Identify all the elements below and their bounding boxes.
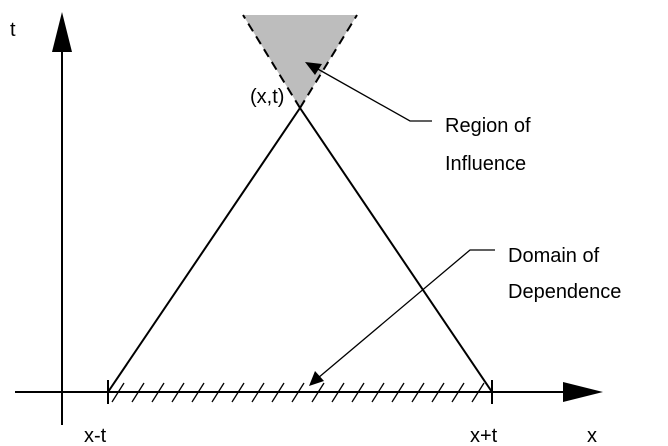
influence-edge bbox=[242, 14, 301, 109]
hatch-line bbox=[371, 382, 385, 403]
hatch-line bbox=[391, 382, 405, 403]
right-tick-label: x+t bbox=[470, 425, 498, 446]
hatch-line bbox=[191, 382, 205, 403]
hatch-line bbox=[111, 382, 125, 403]
domain-hatching bbox=[111, 382, 485, 403]
hatch-line bbox=[171, 382, 185, 403]
left-tick-label: x-t bbox=[84, 425, 107, 446]
influence-label: Influence bbox=[445, 153, 526, 175]
hatch-line bbox=[231, 382, 245, 403]
influence-leader-arrow bbox=[305, 62, 322, 75]
domain-leader bbox=[317, 249, 495, 379]
characteristics bbox=[107, 106, 493, 393]
t-label: t bbox=[10, 19, 16, 41]
hatch-line bbox=[331, 382, 345, 403]
x-arrow bbox=[563, 382, 603, 402]
domain-label: Domain of bbox=[508, 245, 600, 267]
influence-label: Region of bbox=[445, 115, 531, 137]
hatch-line bbox=[131, 382, 145, 403]
domain-leader-arrow bbox=[309, 371, 324, 386]
influence-region bbox=[243, 15, 357, 108]
hatch-line bbox=[311, 382, 325, 403]
hatch-line bbox=[411, 382, 425, 403]
domain-label: Dependence bbox=[508, 281, 621, 303]
hatch-line bbox=[291, 382, 305, 403]
hatch-line bbox=[431, 382, 445, 403]
influence-leader bbox=[315, 67, 432, 122]
hatch-line bbox=[251, 382, 265, 403]
hatch-line bbox=[211, 382, 225, 403]
hatch-line bbox=[151, 382, 165, 403]
hatch-line bbox=[271, 382, 285, 403]
t-arrow bbox=[52, 12, 72, 52]
hatch-line bbox=[471, 382, 485, 403]
hatch-line bbox=[451, 382, 465, 403]
point-label: (x,t) bbox=[250, 86, 284, 108]
hatch-line bbox=[351, 382, 365, 403]
influence-edge bbox=[299, 14, 358, 109]
x-label: x bbox=[587, 425, 597, 446]
